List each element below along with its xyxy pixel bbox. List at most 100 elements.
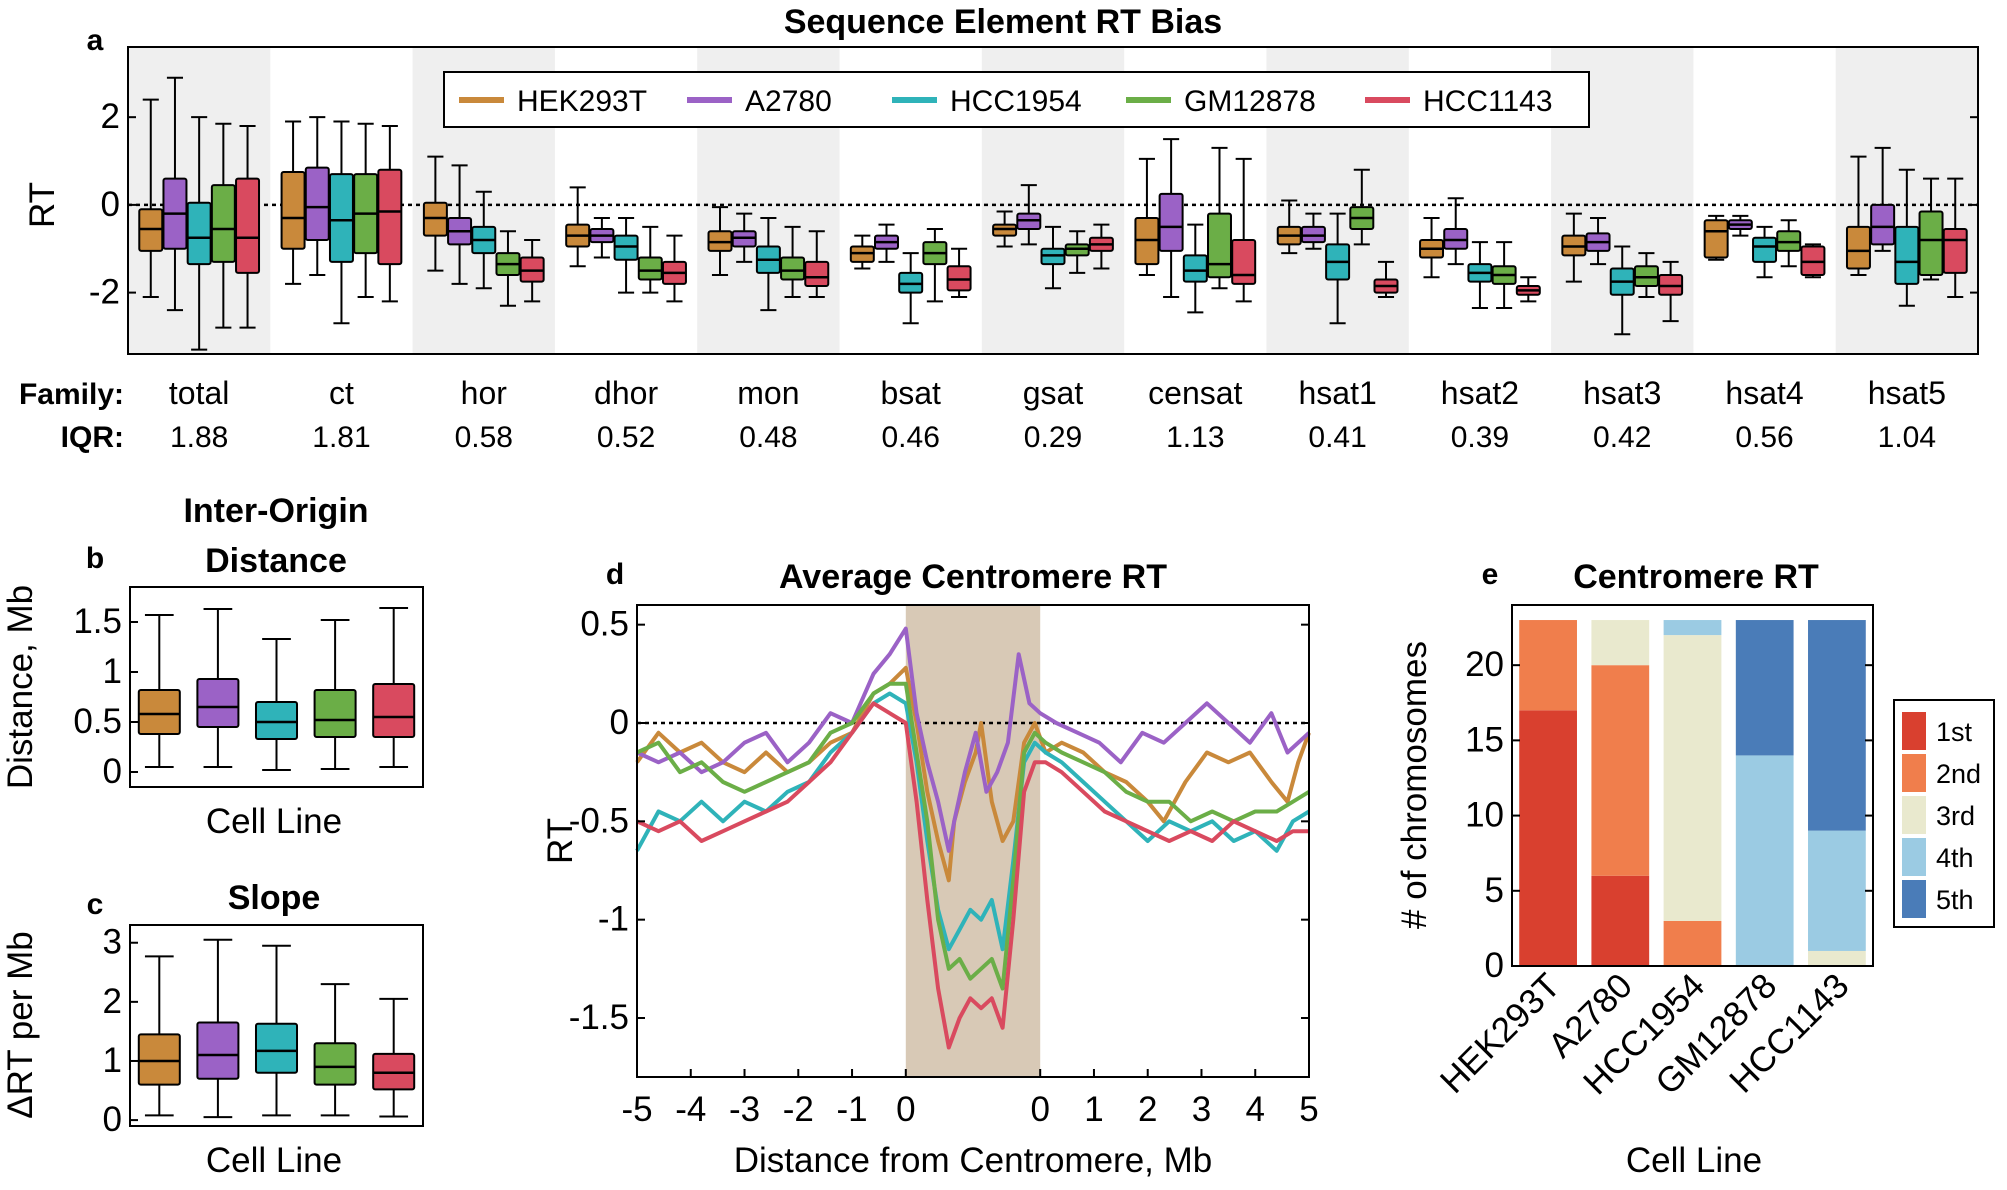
panel-c-y-ticks: 0 1 2 3 [103,923,138,1139]
y-tick-label: -1 [598,900,629,939]
box-hsat4-HCC1954 [1752,225,1778,279]
family-iqr: 1.13 [1166,421,1224,454]
panel-c-x-label: Cell Line [206,1141,342,1180]
x-tick-label: 3 [1192,1090,1211,1129]
bar-A2780-1st [1591,875,1650,966]
box-hsat3-A2780 [1585,217,1611,266]
box-hsat2-HEK293T [1419,217,1445,279]
x-tick-label: -5 [621,1090,652,1129]
panel-d-label: d [606,558,624,591]
box-hor-GM12878 [495,230,521,307]
box-hsat2-GM12878 [1491,241,1517,309]
box-hsat1-HCC1143 [1373,260,1399,298]
box-iqr [196,1021,240,1080]
box-iqr [1752,236,1778,263]
x-tick-label: 4 [1246,1090,1265,1129]
y-tick-label: 2 [103,982,122,1021]
box-gsat-HCC1143 [1088,223,1114,270]
y-tick-label: 5 [1485,871,1504,910]
box-hsat4-HEK293T [1703,214,1729,261]
family-name: ct [329,375,354,411]
iqr-row-label: IQR: [61,421,124,454]
family-iqr: 0.29 [1024,421,1082,454]
box-iqr [186,201,212,266]
box-iqr [254,1022,299,1074]
box-iqr [280,170,306,250]
family-iqr: 0.58 [455,421,513,454]
panel-d-series [635,626,1311,1050]
legend-label: 1st [1936,717,1973,747]
box-iqr [1182,254,1208,283]
box-iqr [137,689,181,735]
box-iqr [196,678,240,728]
box-hsat3-GM12878 [1633,252,1659,298]
legend-label: HEK293T [517,85,647,118]
panel-a-label: a [87,24,104,57]
box-bsat-A2780 [874,223,899,263]
box-iqr [313,689,357,738]
box-total-HEK293T [138,98,164,298]
panel-a-legend: HEK293T A2780 HCC1954 GM12878 HCC1143 [443,71,1590,128]
box-hsat5-GM12878 [1918,177,1944,281]
box-censat-HCC1954 [1182,223,1208,314]
box-hsat1-HEK293T [1276,199,1302,255]
box-iqr [1231,238,1257,285]
y-tick-label: 20 [1465,645,1504,684]
y-tick-label: 1 [103,652,122,691]
box-c-GM12878 [313,983,357,1117]
box-hsat2-HCC1143 [1515,276,1541,303]
panel-d-x-ticks: -5 -4 -3 -2 -1 0 0 1 2 3 4 5 [621,1069,1319,1129]
box-iqr [1207,212,1232,279]
box-total-A2780 [162,76,188,312]
box-hsat4-A2780 [1727,214,1753,237]
panel-c-label: c [87,888,104,921]
box-iqr [1703,219,1729,259]
family-iqr: 0.42 [1593,421,1651,454]
family-name: censat [1148,375,1242,411]
series-line-GM12878 [636,681,1311,991]
family-iqr: 1.04 [1878,421,1936,454]
box-iqr [1894,225,1920,285]
panel-b-x-label: Cell Line [206,802,342,841]
box-hsat2-HCC1954 [1467,241,1493,309]
panel-e: e Centromere RT 0 5 10 15 20 HEK293TA2780HCC… [1395,558,1995,1180]
y-tick-label: 0 [103,752,122,791]
panel-b-y-label: Distance, Mb [1,585,40,789]
box-dhor-HCC1954 [613,217,639,294]
panel-e-y-ticks: 0 5 10 15 20 [1465,645,1873,985]
box-ct-A2780 [304,116,330,277]
bar-HEK293T-2nd [1519,620,1577,711]
legend-label: A2780 [745,85,832,118]
box-iqr [1870,203,1896,246]
legend-label: 4th [1936,843,1974,873]
family-labels: total 1.88 ct 1.81 hor 0.58 dhor 0.52 mon 0.48 bsa… [169,375,1946,454]
panel-b-title-line1: Inter-Origin [183,492,368,530]
family-name: hsat4 [1725,375,1803,411]
x-tick-label: 0 [1030,1090,1049,1129]
legend-swatch [1902,838,1926,876]
box-iqr [780,256,806,281]
bar-HEK293T-1st [1519,710,1577,966]
panel-c-title: Slope [228,879,321,917]
family-name: hsat3 [1583,375,1661,411]
box-ct-HCC1143 [377,124,403,303]
legend-label: HCC1143 [1423,85,1553,118]
legend-swatch [1902,712,1926,750]
box-gsat-HEK293T [992,210,1018,248]
x-tick-label: -2 [783,1090,814,1129]
y-tick-label: 0 [103,1100,122,1139]
box-hsat2-A2780 [1443,197,1469,266]
panel-e-bars [1519,620,1866,966]
x-tick-label: 1 [1084,1090,1103,1129]
box-b-HCC1143 [372,607,416,768]
family-iqr: 1.88 [170,421,228,454]
box-hsat5-A2780 [1870,146,1896,252]
box-ct-HEK293T [280,120,306,285]
family-name: hor [461,375,508,411]
legend-label: 3rd [1936,801,1975,831]
panel-c: c Slope 0 1 2 3 ΔRT per Mb Cell Line [1,879,424,1180]
panel-a-title: Sequence Element RT Bias [784,3,1222,41]
box-b-A2780 [196,608,240,768]
y-tick-label: 0 [101,185,120,224]
